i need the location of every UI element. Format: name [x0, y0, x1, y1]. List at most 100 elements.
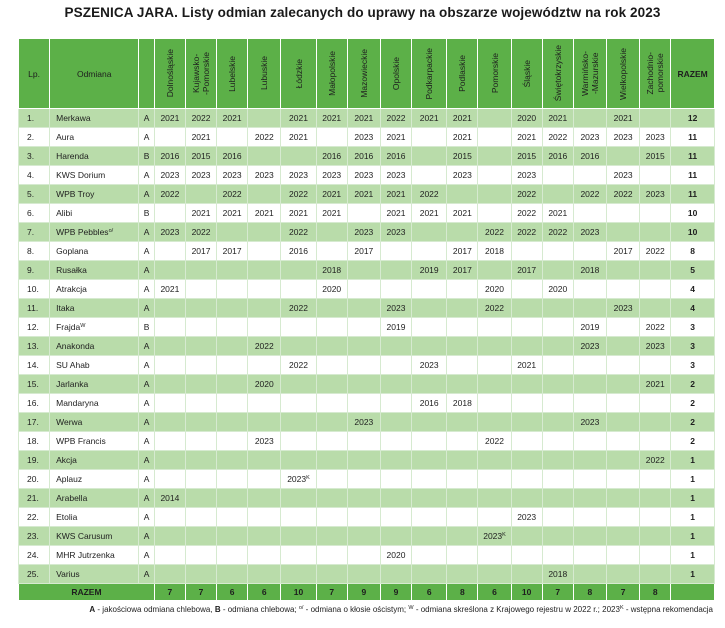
variety-type: A: [138, 336, 155, 356]
year-cell: 2023: [510, 507, 543, 527]
year-cell: [572, 241, 608, 261]
variety-name: WPB Francis: [49, 431, 140, 451]
variety-name-text: Etolia: [56, 512, 78, 522]
variety-name-text: MHR Jutrzenka: [56, 550, 115, 560]
year-cell: [411, 545, 448, 565]
year-cell: [446, 545, 479, 565]
region-header-label: Podlaskie: [457, 55, 468, 92]
year-cell: [153, 393, 186, 413]
table-row: 20. Aplauz A 2023K 1: [17, 469, 715, 489]
year-cell: [510, 545, 543, 565]
year-cell: [446, 507, 479, 527]
region-header: Opolskie: [379, 38, 413, 109]
year-cell: 2022: [639, 450, 672, 470]
year-cell: [153, 450, 186, 470]
year-cell: 2021: [280, 203, 317, 223]
table-row: 19. Akcja A 2022 1: [17, 450, 715, 470]
year-cell: [477, 165, 512, 185]
row-total: 3: [670, 317, 715, 337]
year-cell: 2017: [606, 241, 641, 261]
year-cell: 2021: [446, 108, 479, 128]
row-total: 1: [670, 564, 715, 584]
year-cell: [606, 564, 641, 584]
year-cell: [216, 317, 249, 337]
year-cell: [216, 412, 249, 432]
year-cell: 2023: [346, 222, 381, 242]
region-total: 7: [315, 583, 348, 601]
year-cell: [184, 298, 218, 318]
year-cell: [446, 279, 479, 299]
table-body: 1. Merkawa A 2021 2022 2021 2021 2021 2021 2022 20…: [17, 108, 715, 584]
variety-name: Jarlanka: [49, 374, 140, 394]
year-cell: 2021: [411, 108, 448, 128]
year-cell: [346, 279, 381, 299]
variety-name: Alibi: [49, 203, 140, 223]
year-cell: [280, 564, 317, 584]
year-cell: 2022: [639, 241, 672, 261]
row-total: 5: [670, 260, 715, 280]
year-cell: [247, 412, 282, 432]
variety-name-text: WPB Troy: [56, 189, 95, 199]
year-cell: [346, 507, 381, 527]
variety-name-text: Arabella: [56, 493, 88, 503]
year-cell: [247, 355, 282, 375]
year-cell: 2016: [411, 393, 448, 413]
region-header-label: Lubelskie: [227, 55, 238, 92]
variety-type: A: [138, 393, 155, 413]
year-cell: [247, 108, 282, 128]
row-number: 8.: [17, 241, 51, 261]
region-total: 7: [606, 583, 641, 601]
year-cell: [572, 507, 608, 527]
year-cell: [153, 469, 186, 489]
year-cell: 2023: [346, 412, 381, 432]
year-cell: 2016: [315, 146, 348, 166]
variety-type: A: [138, 108, 155, 128]
variety-type: A: [138, 431, 155, 451]
variety-name-text: Aura: [56, 132, 75, 142]
variety-name-text: SU Ahab: [56, 360, 90, 370]
year-cell: [153, 431, 186, 451]
variety-name: Arabella: [49, 488, 140, 508]
year-cell: 2022: [510, 203, 543, 223]
year-cell: [411, 165, 448, 185]
year-cell: [346, 355, 381, 375]
row-number: 7.: [17, 222, 51, 242]
row-total: 1: [670, 526, 715, 546]
row-number: 14.: [17, 355, 51, 375]
year-cell: [184, 393, 218, 413]
year-cell: 2021: [541, 108, 574, 128]
table-row: 23. KWS Carusum A 2023K 1: [17, 526, 715, 546]
region-header-label: Dolnośląskie: [164, 49, 175, 98]
variety-type: A: [138, 279, 155, 299]
year-cell: [446, 184, 479, 204]
region-header: Łódzkie: [280, 38, 317, 109]
year-cell: [639, 469, 672, 489]
year-cell: 2019: [572, 317, 608, 337]
year-cell: 2022: [280, 355, 317, 375]
legend-b-key: B: [214, 605, 221, 614]
year-cell: [477, 412, 512, 432]
year-cell: [216, 450, 249, 470]
table-row: 24. MHR Jutrzenka A 2020 1: [17, 545, 715, 565]
year-cell: 2020: [315, 279, 348, 299]
region-total: 8: [572, 583, 608, 601]
year-cell: [411, 412, 448, 432]
year-cell: [184, 564, 218, 584]
row-number: 5.: [17, 184, 51, 204]
year-cell: [541, 450, 574, 470]
year-cell: [346, 564, 381, 584]
row-total: 11: [670, 146, 715, 166]
variety-name: KWS Carusum: [49, 526, 140, 546]
year-cell: [572, 393, 608, 413]
year-cell: [606, 393, 641, 413]
year-cell: 2023: [153, 222, 186, 242]
year-cell: 2021: [247, 203, 282, 223]
year-cell: [346, 469, 381, 489]
row-total: 2: [670, 412, 715, 432]
year-cell: 2022: [216, 184, 249, 204]
year-cell: 2022: [606, 184, 641, 204]
year-cell: 2023: [639, 127, 672, 147]
year-cell: [216, 355, 249, 375]
table-row: 11. Itaka A 2022 2023 2022 2023 4: [17, 298, 715, 318]
year-cell: [541, 260, 574, 280]
